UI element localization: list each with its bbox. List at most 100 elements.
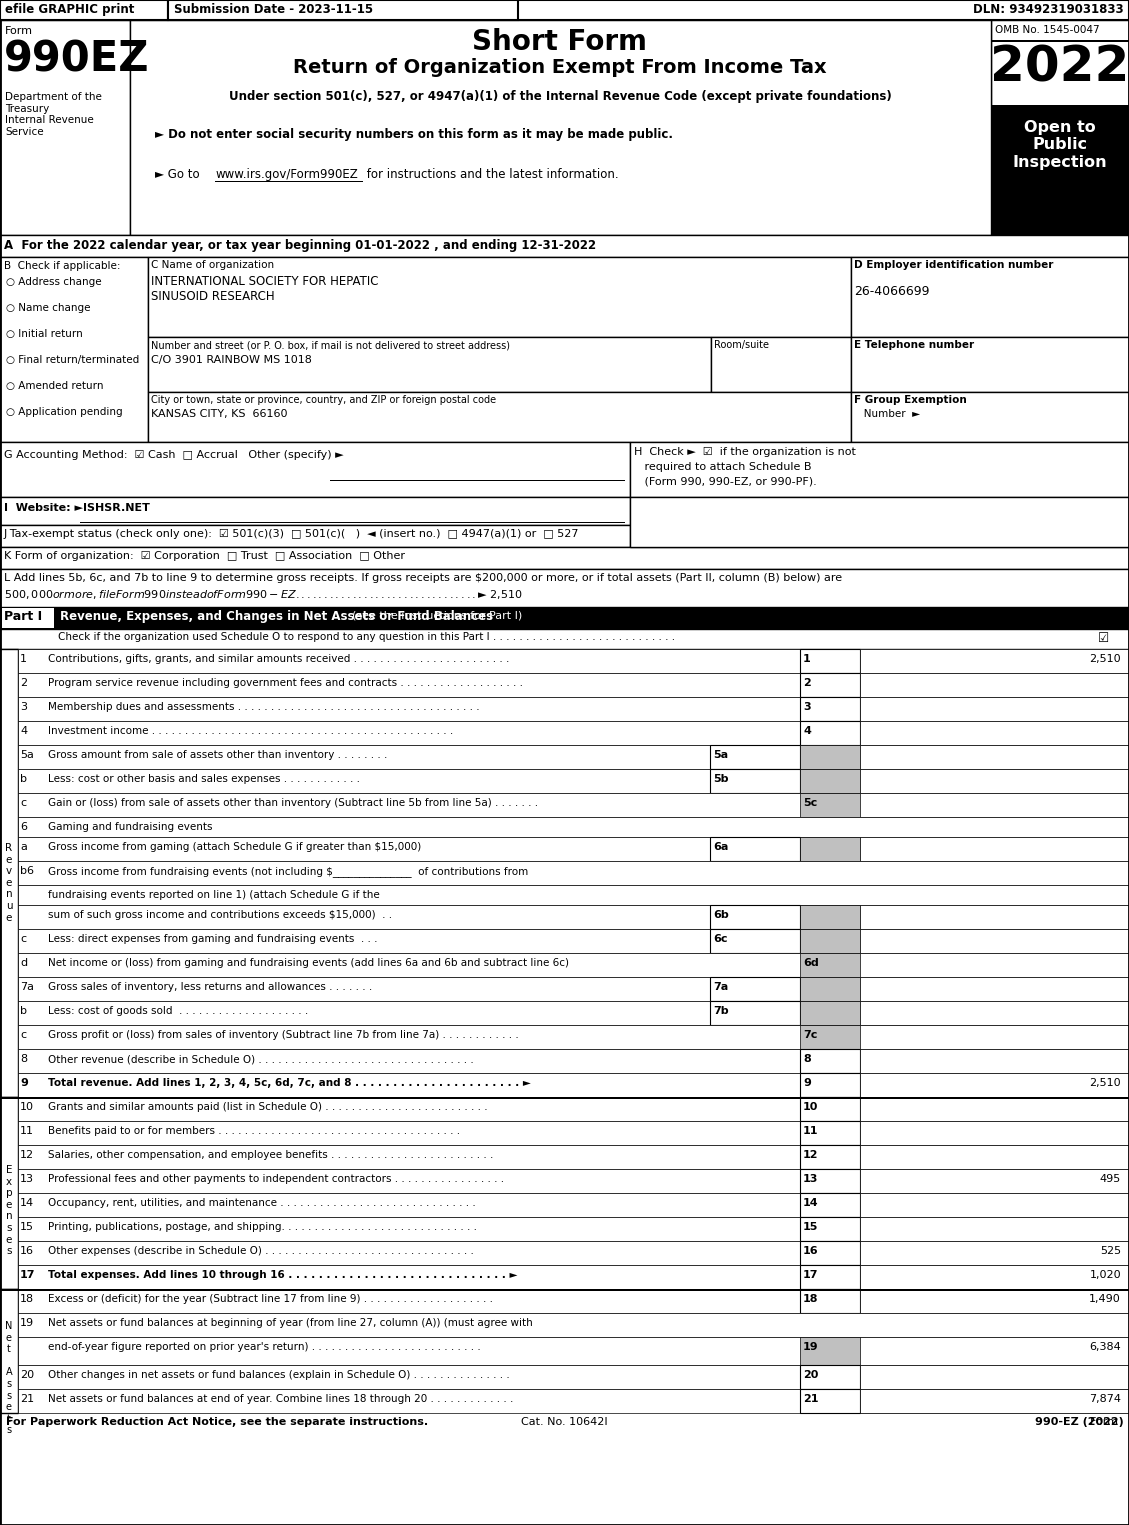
Bar [860, 1121, 1129, 1145]
Text: Occupancy, rent, utilities, and maintenance . . . . . . . . . . . . . . . . . . : Occupancy, rent, utilities, and maintena… [49, 1199, 475, 1208]
Text: Cat. No. 10642I: Cat. No. 10642I [520, 1417, 607, 1427]
Text: 11: 11 [803, 1125, 819, 1136]
Text: Excess or (deficit) for the year (Subtract line 17 from line 9) . . . . . . . . : Excess or (deficit) for the year (Subtra… [49, 1295, 493, 1304]
Text: Gross income from gaming (attach Schedule G if greater than $15,000): Gross income from gaming (attach Schedul… [49, 842, 421, 852]
Text: Other expenses (describe in Schedule O) . . . . . . . . . . . . . . . . . . . . : Other expenses (describe in Schedule O) … [49, 1246, 474, 1257]
Bar [18, 1074, 1129, 1096]
Text: 9: 9 [20, 1078, 28, 1087]
Text: Contributions, gifts, grants, and similar amounts received . . . . . . . . . . .: Contributions, gifts, grants, and simila… [49, 654, 509, 663]
Text: 4: 4 [803, 726, 811, 737]
Bar [18, 1365, 1129, 1389]
Bar [860, 1025, 1129, 1049]
Text: d: d [20, 958, 27, 968]
Text: 14: 14 [803, 1199, 819, 1208]
Text: Revenue, Expenses, and Changes in Net Assets or Fund Balances: Revenue, Expenses, and Changes in Net As… [60, 610, 493, 624]
Bar [18, 650, 1129, 673]
Text: 6b: 6b [714, 910, 728, 920]
Text: 21: 21 [803, 1394, 819, 1405]
Bar [991, 20, 1129, 235]
Text: 6: 6 [20, 822, 27, 833]
Bar [710, 837, 800, 862]
Text: 9: 9 [803, 1078, 811, 1087]
Bar [800, 1049, 860, 1074]
Text: 19: 19 [20, 1318, 34, 1328]
Bar [860, 1170, 1129, 1193]
Text: Number  ►: Number ► [854, 409, 920, 419]
Bar [800, 1025, 865, 1049]
Text: Number and street (or P. O. box, if mail is not delivered to street address): Number and street (or P. O. box, if mail… [151, 340, 510, 351]
Text: B  Check if applicable:: B Check if applicable: [5, 261, 121, 271]
Text: Other changes in net assets or fund balances (explain in Schedule O) . . . . . .: Other changes in net assets or fund bala… [49, 1369, 510, 1380]
Text: 12: 12 [20, 1150, 34, 1161]
Bar [800, 769, 860, 793]
Bar [18, 1389, 1129, 1414]
Text: C Name of organization: C Name of organization [151, 259, 274, 270]
Text: E
x
p
e
n
s
e
s: E x p e n s e s [6, 1165, 12, 1257]
Bar [710, 904, 800, 929]
Bar [18, 904, 1129, 929]
Text: Total revenue. Add lines 1, 2, 3, 4, 5c, 6d, 7c, and 8 . . . . . . . . . . . . .: Total revenue. Add lines 1, 2, 3, 4, 5c,… [49, 1078, 531, 1087]
Bar [630, 442, 1129, 497]
Text: Program service revenue including government fees and contracts . . . . . . . . : Program service revenue including govern… [49, 679, 523, 688]
Bar [800, 1074, 860, 1096]
Text: Less: cost of goods sold  . . . . . . . . . . . . . . . . . . . .: Less: cost of goods sold . . . . . . . .… [49, 1006, 308, 1016]
Bar [0, 547, 1129, 569]
Text: Professional fees and other payments to independent contractors . . . . . . . . : Professional fees and other payments to … [49, 1174, 505, 1183]
Bar [851, 337, 1129, 392]
Text: Room/suite: Room/suite [714, 340, 769, 351]
Text: 1,490: 1,490 [1089, 1295, 1121, 1304]
Bar [18, 673, 1129, 697]
Bar [860, 1389, 1129, 1414]
Bar [0, 20, 130, 235]
Text: 10: 10 [20, 1103, 34, 1112]
Bar [800, 1241, 860, 1266]
Bar [860, 1217, 1129, 1241]
Text: 4: 4 [20, 726, 27, 737]
Text: 26-4066699: 26-4066699 [854, 285, 929, 297]
Bar [800, 697, 860, 721]
Text: 19: 19 [803, 1342, 819, 1353]
Text: ► Go to: ► Go to [155, 168, 203, 181]
Text: Membership dues and assessments . . . . . . . . . . . . . . . . . . . . . . . . : Membership dues and assessments . . . . … [49, 702, 480, 712]
Text: 7b: 7b [714, 1006, 728, 1016]
Bar [860, 1337, 1129, 1365]
Text: a: a [20, 842, 27, 852]
Bar [710, 929, 800, 953]
Text: 20: 20 [20, 1369, 34, 1380]
Text: 17: 17 [803, 1270, 819, 1279]
Text: ☑: ☑ [1099, 631, 1110, 645]
Bar [800, 1365, 860, 1389]
Text: required to attach Schedule B: required to attach Schedule B [634, 462, 812, 473]
Text: 5c: 5c [803, 798, 817, 808]
Bar [18, 721, 1129, 746]
Text: 16: 16 [803, 1246, 819, 1257]
Text: F Group Exemption: F Group Exemption [854, 395, 966, 406]
Bar [18, 978, 1129, 1000]
Bar [800, 673, 860, 697]
Text: K Form of organization:  ☑ Corporation  □ Trust  □ Association  □ Other: K Form of organization: ☑ Corporation □ … [5, 551, 405, 561]
Bar [0, 1289, 1129, 1292]
Bar [800, 1000, 860, 1025]
Text: (Form 990, 990-EZ, or 990-PF).: (Form 990, 990-EZ, or 990-PF). [634, 477, 816, 486]
Text: 6a: 6a [714, 842, 728, 852]
Text: KANSAS CITY, KS  66160: KANSAS CITY, KS 66160 [151, 409, 288, 419]
Bar [860, 837, 1129, 862]
Text: c: c [20, 1029, 26, 1040]
Text: Less: cost or other basis and sales expenses . . . . . . . . . . . .: Less: cost or other basis and sales expe… [49, 775, 360, 784]
Bar [18, 746, 1129, 769]
Text: 6,384: 6,384 [1089, 1342, 1121, 1353]
Bar [2, 608, 54, 628]
Bar [148, 337, 711, 392]
Text: 1: 1 [20, 654, 27, 663]
Text: 990EZ: 990EZ [5, 38, 149, 79]
Bar [148, 392, 851, 442]
Text: Investment income . . . . . . . . . . . . . . . . . . . . . . . . . . . . . . . : Investment income . . . . . . . . . . . … [49, 726, 453, 737]
Text: c: c [20, 798, 26, 808]
Bar [800, 1289, 860, 1313]
Bar [860, 929, 1129, 953]
Bar [0, 497, 630, 525]
Text: Form: Form [1089, 1417, 1121, 1427]
Text: 1,020: 1,020 [1089, 1270, 1121, 1279]
Bar [18, 884, 1129, 904]
Text: 3: 3 [20, 702, 27, 712]
